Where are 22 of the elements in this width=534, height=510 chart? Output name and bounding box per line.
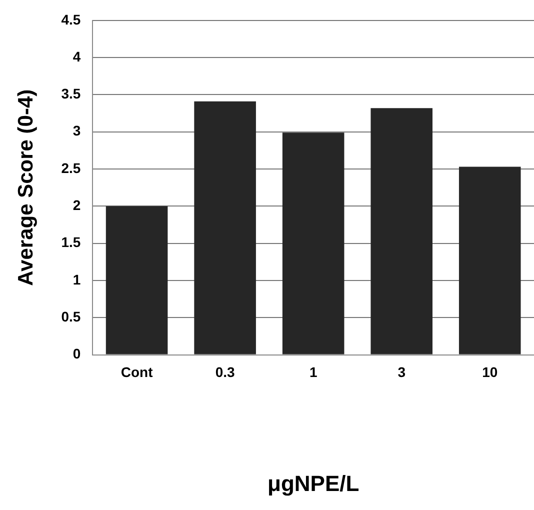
- y-axis-title: Average Score (0-4): [14, 89, 38, 286]
- y-tick-label: 4.5: [61, 11, 81, 28]
- bar: [458, 166, 521, 354]
- bar: [106, 206, 168, 354]
- x-tick-label: 10: [482, 364, 498, 380]
- x-tick-label: Cont: [120, 364, 154, 380]
- bar: [194, 101, 256, 354]
- y-tick-label: 0.5: [61, 308, 81, 325]
- x-tick-label: 1: [309, 364, 318, 380]
- x-tick-label: 3: [398, 364, 406, 380]
- y-tick-label: 3.5: [61, 86, 81, 102]
- y-tick-label: 1: [72, 271, 81, 288]
- y-tick-label: 0: [72, 346, 81, 362]
- y-tick-label: 1.5: [61, 234, 81, 250]
- x-tick-label: 0.3: [215, 364, 236, 380]
- y-tick-label: 2.5: [61, 160, 81, 176]
- y-tick-label: 2: [72, 197, 81, 214]
- y-tick-label: 3: [72, 122, 81, 139]
- x-axis-title: μgNPE/L: [267, 470, 360, 496]
- y-tick-label: 4: [72, 48, 81, 64]
- bar: [282, 132, 344, 354]
- bar: [370, 108, 432, 354]
